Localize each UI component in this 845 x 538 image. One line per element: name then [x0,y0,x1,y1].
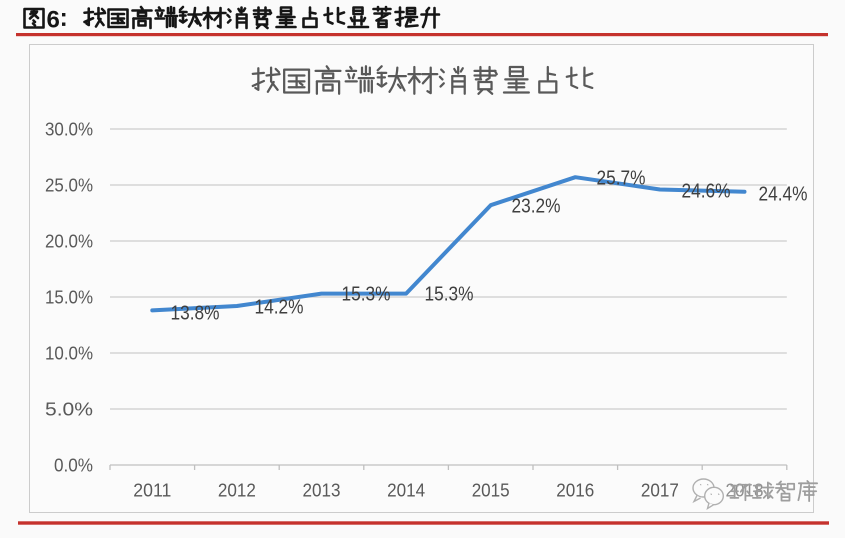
svg-text:5.0%: 5.0% [45,399,93,420]
svg-text:20.0%: 20.0% [45,231,93,252]
svg-text:2016: 2016 [556,481,594,501]
svg-text:10.0%: 10.0% [45,343,93,364]
svg-text:15.3%: 15.3% [425,282,474,305]
svg-text:30.0%: 30.0% [45,119,93,140]
svg-text:14.2%: 14.2% [255,295,304,318]
svg-text:25.0%: 25.0% [45,175,93,196]
svg-text:15.0%: 15.0% [45,287,93,308]
svg-text:24.4%: 24.4% [759,182,808,205]
svg-text:2013: 2013 [303,481,341,501]
svg-text:15.3%: 15.3% [342,282,391,305]
svg-text:2011: 2011 [133,481,171,501]
svg-text:6: 6 [47,7,60,34]
svg-text:2012: 2012 [218,481,256,501]
svg-text:2017: 2017 [641,481,679,501]
svg-text:24.6%: 24.6% [682,179,731,202]
svg-text:2014: 2014 [387,481,425,501]
svg-text:2015: 2015 [472,481,510,501]
svg-text:0.0%: 0.0% [54,455,93,476]
svg-text:23.2%: 23.2% [512,194,561,217]
svg-text:13.8%: 13.8% [171,301,220,324]
svg-text:25.7%: 25.7% [597,166,646,189]
